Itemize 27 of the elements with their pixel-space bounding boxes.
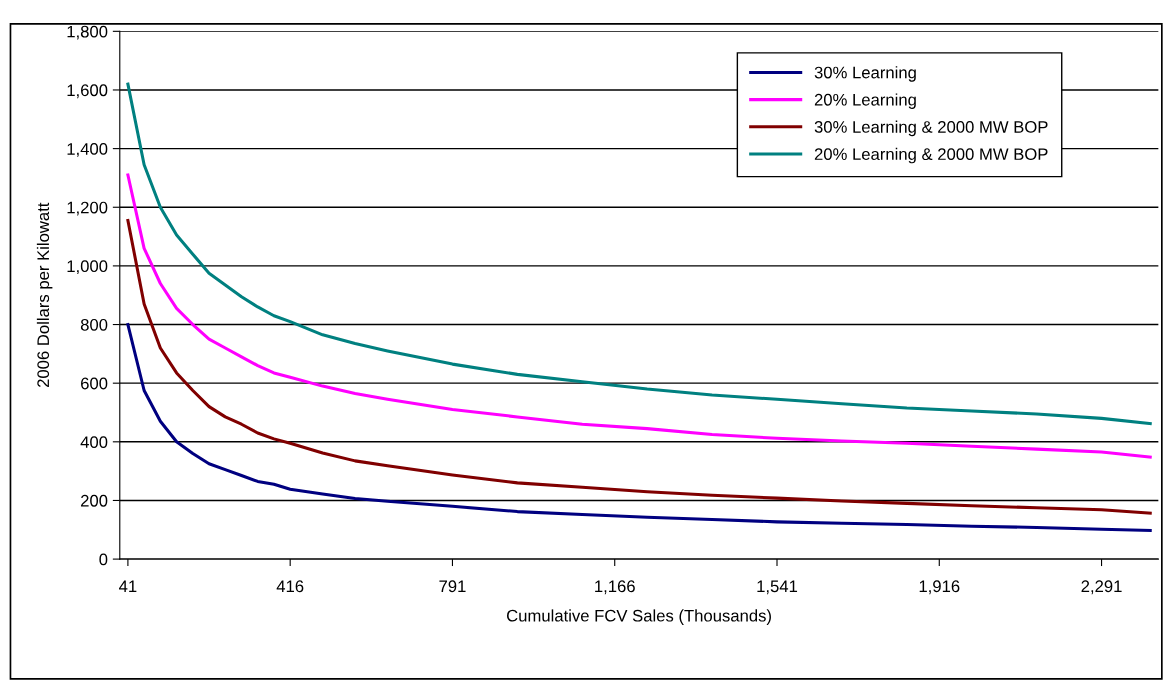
y-tick-label: 1,600 <box>67 84 108 99</box>
line-series <box>126 173 1152 459</box>
y-tick-label: 600 <box>81 377 108 390</box>
y-tick-label: 1,800 <box>67 25 108 40</box>
x-tick-label: 1,166 <box>595 580 635 595</box>
y-tick-label: 400 <box>80 436 108 449</box>
legend-label: 20% Learning & 2000 MW BOP <box>814 147 1048 164</box>
x-axis-title: Cumulative FCV Sales (Thousands) <box>507 609 771 625</box>
legend-label: 20% Learning <box>814 93 916 109</box>
line-series <box>126 218 1152 515</box>
legend-label: 30% Learning & 2000 MW BOP <box>814 120 1048 137</box>
y-tick-label: 200 <box>81 494 108 507</box>
y-tick-label: 1,000 <box>67 260 108 275</box>
y-tick-label: 800 <box>80 318 108 331</box>
x-tick-label: 2,291 <box>1081 580 1122 595</box>
x-tick-label: 41 <box>119 580 137 593</box>
x-tick-label: 791 <box>439 580 466 593</box>
y-tick-label: 0 <box>99 553 108 566</box>
x-tick-label: 416 <box>276 580 304 593</box>
y-axis-title: 2006 Dollars per Kilowatt <box>36 202 53 388</box>
x-tick-label: 1,916 <box>919 580 960 595</box>
line-series <box>126 323 1152 532</box>
legend-label: 30% Learning <box>814 66 916 82</box>
y-tick-label: 1,400 <box>67 143 108 157</box>
line-series <box>126 82 1152 426</box>
x-tick-label: 1,541 <box>757 580 798 595</box>
y-tick-label: 1,200 <box>67 201 108 216</box>
